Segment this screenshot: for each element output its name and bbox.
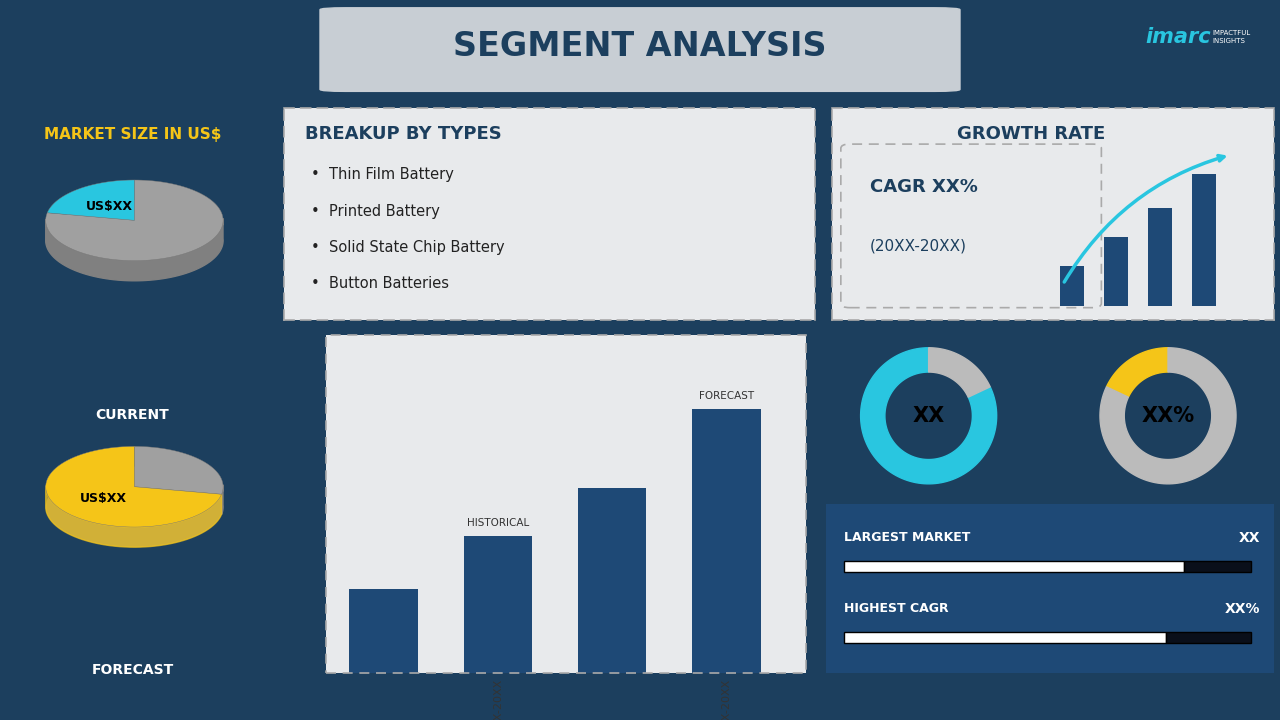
Polygon shape (860, 348, 997, 484)
Polygon shape (1100, 348, 1236, 484)
Text: FORECAST: FORECAST (699, 391, 754, 401)
Text: BREAKUP BY TYPES: BREAKUP BY TYPES (306, 125, 502, 143)
Polygon shape (46, 486, 221, 547)
Text: HIGHEST CAGR: HIGHEST CAGR (844, 603, 948, 616)
Text: XX: XX (1239, 531, 1260, 545)
Polygon shape (134, 446, 223, 494)
Text: US$XX: US$XX (86, 200, 132, 213)
Text: SEGMENT ANALYSIS: SEGMENT ANALYSIS (453, 30, 827, 63)
FancyBboxPatch shape (320, 8, 960, 91)
Ellipse shape (46, 200, 223, 281)
Text: FORECAST: FORECAST (91, 663, 174, 678)
Bar (577, 488, 646, 673)
Bar (1192, 174, 1216, 306)
Polygon shape (47, 180, 134, 220)
Bar (692, 409, 760, 673)
Text: XX%: XX% (1142, 406, 1194, 426)
Text: CURRENT: CURRENT (96, 408, 169, 422)
Bar (463, 536, 532, 673)
Bar (349, 589, 417, 673)
Polygon shape (929, 348, 991, 397)
Text: IMPACTFUL
INSIGHTS: IMPACTFUL INSIGHTS (1212, 30, 1251, 44)
Text: US$XX: US$XX (81, 492, 127, 505)
Polygon shape (46, 218, 223, 281)
Text: LARGEST MARKET: LARGEST MARKET (844, 531, 970, 544)
FancyBboxPatch shape (841, 144, 1101, 307)
Text: CAGR XX%: CAGR XX% (869, 178, 978, 196)
Bar (1148, 208, 1172, 306)
Text: •  Button Batteries: • Button Batteries (311, 276, 449, 291)
Text: •  Solid State Chip Battery: • Solid State Chip Battery (311, 240, 504, 255)
Text: XX: XX (913, 406, 945, 426)
Text: XX%: XX% (1225, 602, 1260, 616)
Text: •  Thin Film Battery: • Thin Film Battery (311, 168, 453, 182)
Text: GROWTH RATE: GROWTH RATE (956, 125, 1105, 143)
Bar (1103, 237, 1128, 306)
Polygon shape (221, 485, 223, 514)
FancyBboxPatch shape (819, 501, 1280, 676)
Polygon shape (1106, 348, 1169, 397)
FancyBboxPatch shape (844, 561, 1184, 572)
Ellipse shape (46, 467, 223, 547)
Polygon shape (46, 446, 221, 527)
Polygon shape (46, 180, 223, 261)
FancyBboxPatch shape (1166, 631, 1251, 643)
FancyBboxPatch shape (844, 631, 1166, 643)
Bar (1060, 266, 1084, 306)
Text: HISTORICAL: HISTORICAL (467, 518, 529, 528)
Text: (20XX-20XX): (20XX-20XX) (869, 238, 966, 253)
FancyBboxPatch shape (1184, 561, 1251, 572)
Text: MARKET SIZE IN US$: MARKET SIZE IN US$ (44, 127, 221, 142)
Text: imarc: imarc (1146, 27, 1211, 47)
Text: •  Printed Battery: • Printed Battery (311, 204, 439, 219)
